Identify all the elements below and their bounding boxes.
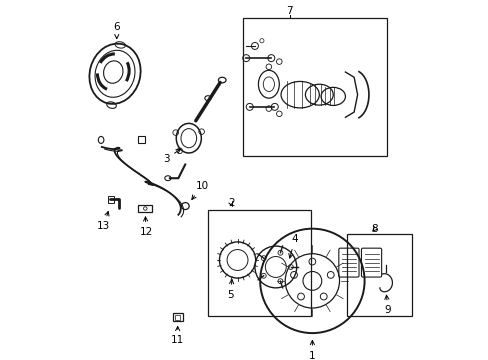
Bar xyxy=(207,210,310,316)
Bar xyxy=(107,195,114,203)
Text: 11: 11 xyxy=(171,327,184,345)
Text: 5: 5 xyxy=(227,279,233,300)
Text: 3: 3 xyxy=(163,149,180,164)
Text: 10: 10 xyxy=(191,181,208,199)
Text: 9: 9 xyxy=(384,295,390,315)
Bar xyxy=(138,205,152,212)
Bar xyxy=(242,18,386,156)
Text: 13: 13 xyxy=(97,211,110,231)
Text: 2: 2 xyxy=(227,198,234,208)
Text: 8: 8 xyxy=(371,224,378,234)
Bar xyxy=(346,234,411,316)
Bar xyxy=(172,313,182,321)
Text: 7: 7 xyxy=(286,6,292,16)
Text: 1: 1 xyxy=(308,341,315,360)
Bar xyxy=(138,136,144,143)
Bar xyxy=(175,315,180,320)
Text: 6: 6 xyxy=(113,22,120,39)
Text: 4: 4 xyxy=(288,234,298,258)
Text: 12: 12 xyxy=(139,217,152,237)
